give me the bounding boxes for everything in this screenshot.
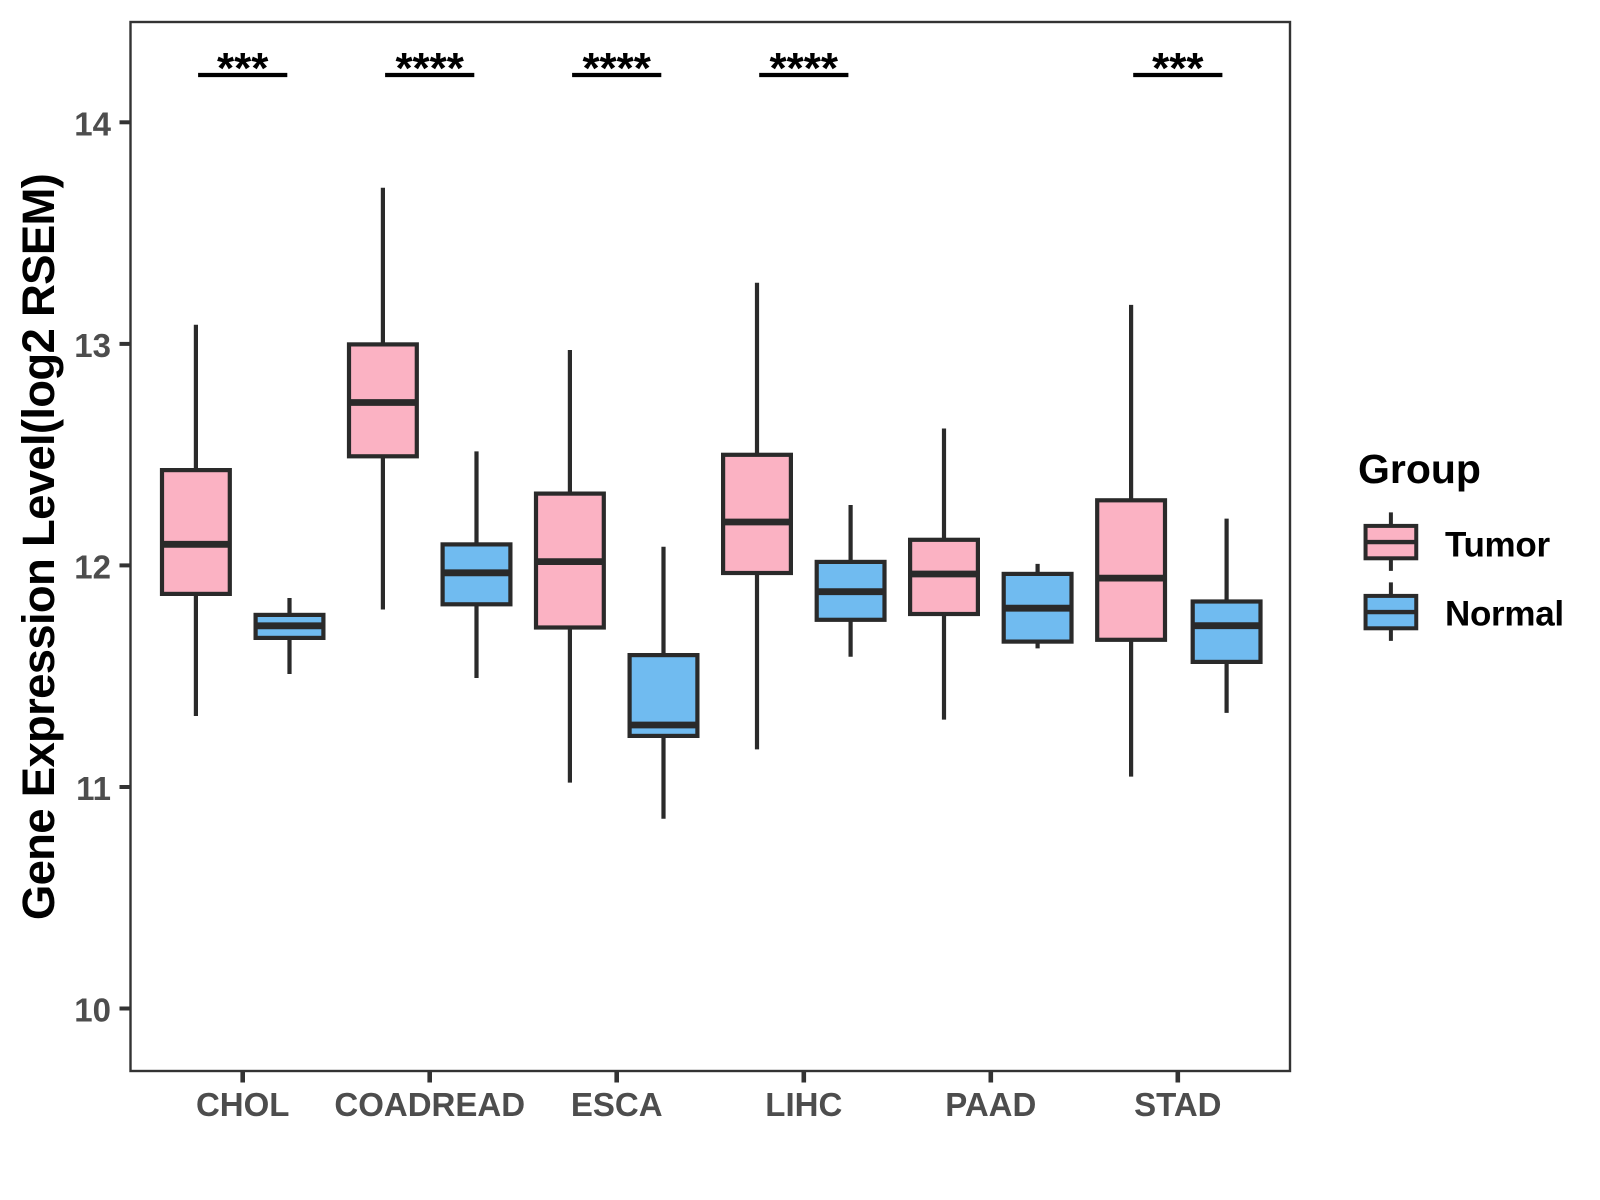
svg-text:10: 10: [74, 992, 111, 1029]
svg-text:11: 11: [76, 770, 111, 807]
svg-text:***: ***: [217, 44, 269, 93]
svg-text:****: ****: [582, 44, 651, 93]
svg-text:STAD: STAD: [1134, 1086, 1221, 1123]
svg-text:Gene Expression Level(log2 RSE: Gene Expression Level(log2 RSEM): [13, 174, 64, 920]
svg-text:ESCA: ESCA: [571, 1086, 663, 1123]
svg-text:Tumor: Tumor: [1445, 526, 1550, 565]
svg-text:****: ****: [770, 44, 839, 93]
svg-text:LIHC: LIHC: [765, 1086, 842, 1123]
svg-text:CHOL: CHOL: [196, 1086, 290, 1123]
svg-text:13: 13: [74, 327, 111, 364]
svg-text:14: 14: [74, 105, 111, 142]
svg-text:PAAD: PAAD: [945, 1086, 1036, 1123]
svg-text:Normal: Normal: [1445, 595, 1564, 634]
svg-text:12: 12: [74, 548, 111, 585]
svg-text:COADREAD: COADREAD: [334, 1086, 525, 1123]
svg-text:****: ****: [395, 44, 464, 93]
svg-text:Group: Group: [1358, 446, 1481, 492]
svg-text:***: ***: [1152, 44, 1204, 93]
